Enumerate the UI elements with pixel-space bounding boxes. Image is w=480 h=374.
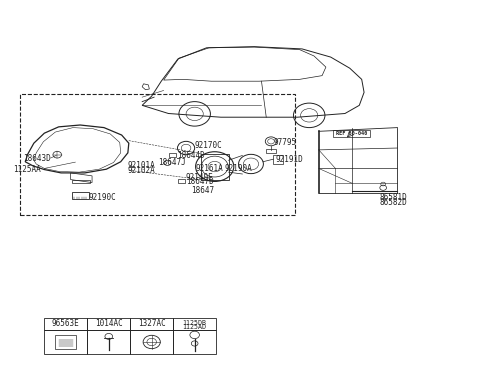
Bar bbox=[55, 335, 76, 349]
Text: 86581D: 86581D bbox=[380, 193, 408, 202]
Bar bbox=[130, 330, 173, 354]
Text: 18643D: 18643D bbox=[23, 154, 50, 163]
Bar bbox=[266, 149, 276, 153]
Text: 1125DB: 1125DB bbox=[183, 320, 207, 326]
Text: 92170C: 92170C bbox=[195, 141, 222, 150]
Bar bbox=[44, 318, 87, 330]
Text: 18647J: 18647J bbox=[158, 158, 186, 167]
Text: 92101A: 92101A bbox=[128, 161, 156, 170]
Bar bbox=[169, 153, 176, 157]
Text: 92191D: 92191D bbox=[276, 156, 303, 165]
Text: 18647: 18647 bbox=[192, 186, 215, 195]
Text: 18647D: 18647D bbox=[187, 177, 214, 186]
Text: 1125AD: 1125AD bbox=[183, 324, 207, 330]
Text: 92102A: 92102A bbox=[128, 166, 156, 175]
Bar bbox=[173, 330, 216, 354]
Bar bbox=[173, 318, 216, 330]
Text: 18644D: 18644D bbox=[177, 151, 205, 160]
Text: 92140E: 92140E bbox=[185, 173, 213, 182]
Bar bbox=[21, 94, 295, 215]
Text: 92190A: 92190A bbox=[225, 164, 252, 173]
Text: 92190C: 92190C bbox=[89, 193, 117, 202]
Bar bbox=[87, 318, 130, 330]
FancyBboxPatch shape bbox=[333, 130, 370, 137]
Text: 96563E: 96563E bbox=[52, 319, 80, 328]
Text: 1125AA: 1125AA bbox=[13, 165, 40, 174]
Text: REF 60-040: REF 60-040 bbox=[336, 131, 367, 136]
Text: 97795: 97795 bbox=[274, 138, 297, 147]
Text: 1014AC: 1014AC bbox=[95, 319, 122, 328]
Text: 1327AC: 1327AC bbox=[138, 319, 166, 328]
Bar bbox=[274, 156, 283, 163]
Bar bbox=[178, 179, 185, 183]
Text: 86582D: 86582D bbox=[380, 198, 408, 207]
Bar bbox=[72, 192, 89, 199]
Text: 92161A: 92161A bbox=[195, 164, 223, 173]
Bar bbox=[44, 330, 87, 354]
Bar bbox=[130, 318, 173, 330]
Bar bbox=[72, 180, 90, 183]
Bar bbox=[201, 154, 228, 180]
Bar bbox=[87, 330, 130, 354]
